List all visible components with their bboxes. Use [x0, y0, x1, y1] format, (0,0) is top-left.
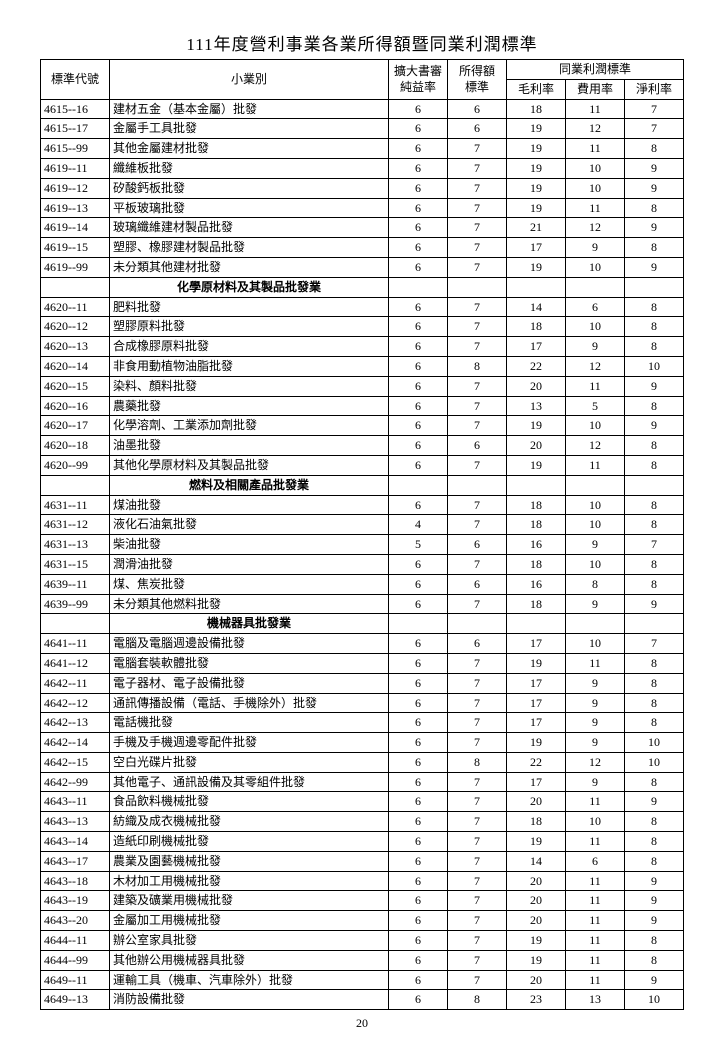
table-row: 4620--14非食用動植物油脂批發68221210 [41, 356, 684, 376]
table-row: 4619--99未分類其他建材批發6719109 [41, 257, 684, 277]
table-row: 4639--11煤、焦炭批發661688 [41, 574, 684, 594]
table-row: 4619--14玻璃纖維建材製品批發6721129 [41, 218, 684, 238]
table-row: 4619--13平板玻璃批發6719118 [41, 198, 684, 218]
table-row: 4619--12矽酸鈣板批發6719109 [41, 178, 684, 198]
profit-standard-table: 標準代號 小業別 擴大書審純益率 所得額標準 同業利潤標準 毛利率 費用率 淨利… [40, 59, 684, 1010]
table-row: 4649--13消防設備批發68231310 [41, 990, 684, 1010]
table-row: 4619--15塑膠、橡膠建材製品批發671798 [41, 238, 684, 258]
table-row: 4644--99其他辦公用機械器具批發6719118 [41, 950, 684, 970]
table-row: 4631--12液化石油氣批發4718108 [41, 515, 684, 535]
table-row: 4615--17金屬手工具批發6619127 [41, 119, 684, 139]
table-row: 4643--18木材加工用機械批發6720119 [41, 871, 684, 891]
table-row: 4643--14造紙印刷機械批發6719118 [41, 832, 684, 852]
table-row: 4643--11食品飲料機械批發6720119 [41, 792, 684, 812]
table-row: 4642--13電話機批發671798 [41, 713, 684, 733]
table-row: 4643--13紡織及成衣機械批發6718108 [41, 812, 684, 832]
table-row: 4639--99未分類其他燃料批發671899 [41, 594, 684, 614]
page-title: 111年度營利事業各業所得額暨同業利潤標準 [40, 30, 684, 55]
col-cost: 費用率 [566, 79, 625, 99]
col-audit: 擴大書審純益率 [389, 60, 448, 100]
table-row: 4649--11運輸工具（機車、汽車除外）批發6720119 [41, 970, 684, 990]
table-row: 4642--15空白光碟片批發68221210 [41, 752, 684, 772]
table-row: 4615--16建材五金（基本金屬）批發6618117 [41, 99, 684, 119]
table-row: 4631--11煤油批發6718108 [41, 495, 684, 515]
table-row: 4642--12通訊傳播設備（電話、手機除外）批發671798 [41, 693, 684, 713]
table-row: 4620--99其他化學原材料及其製品批發6719118 [41, 455, 684, 475]
table-row: 化學原材料及其製品批發業 [41, 277, 684, 297]
table-row: 4620--16農藥批發671358 [41, 396, 684, 416]
table-row: 機械器具批發業 [41, 614, 684, 634]
table-row: 4644--11辦公室家具批發6719118 [41, 931, 684, 951]
table-row: 4642--11電子器材、電子設備批發671798 [41, 673, 684, 693]
col-name: 小業別 [110, 60, 389, 100]
table-row: 4641--12電腦套裝軟體批發6719118 [41, 653, 684, 673]
col-gross: 毛利率 [507, 79, 566, 99]
table-row: 4631--13柴油批發561697 [41, 535, 684, 555]
table-row: 4642--14手機及手機週邊零配件批發6719910 [41, 733, 684, 753]
col-income: 所得額標準 [448, 60, 507, 100]
table-row: 4642--99其他電子、通訊設備及其零組件批發671798 [41, 772, 684, 792]
table-row: 4643--17農業及園藝機械批發671468 [41, 851, 684, 871]
col-net: 淨利率 [625, 79, 684, 99]
table-row: 4620--13合成橡膠原料批發671798 [41, 337, 684, 357]
table-row: 4620--15染料、顏料批發6720119 [41, 376, 684, 396]
table-row: 4643--20金屬加工用機械批發6720119 [41, 911, 684, 931]
table-row: 4620--17化學溶劑、工業添加劑批發6719109 [41, 416, 684, 436]
col-code: 標準代號 [41, 60, 110, 100]
table-row: 4643--19建築及礦業用機械批發6720119 [41, 891, 684, 911]
table-row: 4631--15潤滑油批發6718108 [41, 554, 684, 574]
col-profit-group: 同業利潤標準 [507, 60, 684, 80]
table-row: 4620--11肥料批發671468 [41, 297, 684, 317]
table-row: 4615--99其他金屬建材批發6719118 [41, 139, 684, 159]
table-row: 4641--11電腦及電腦週邊設備批發6617107 [41, 634, 684, 654]
table-row: 4619--11纖維板批發6719109 [41, 158, 684, 178]
table-row: 4620--12塑膠原料批發6718108 [41, 317, 684, 337]
table-row: 4620--18油墨批發6620128 [41, 436, 684, 456]
table-row: 燃料及相關產品批發業 [41, 475, 684, 495]
